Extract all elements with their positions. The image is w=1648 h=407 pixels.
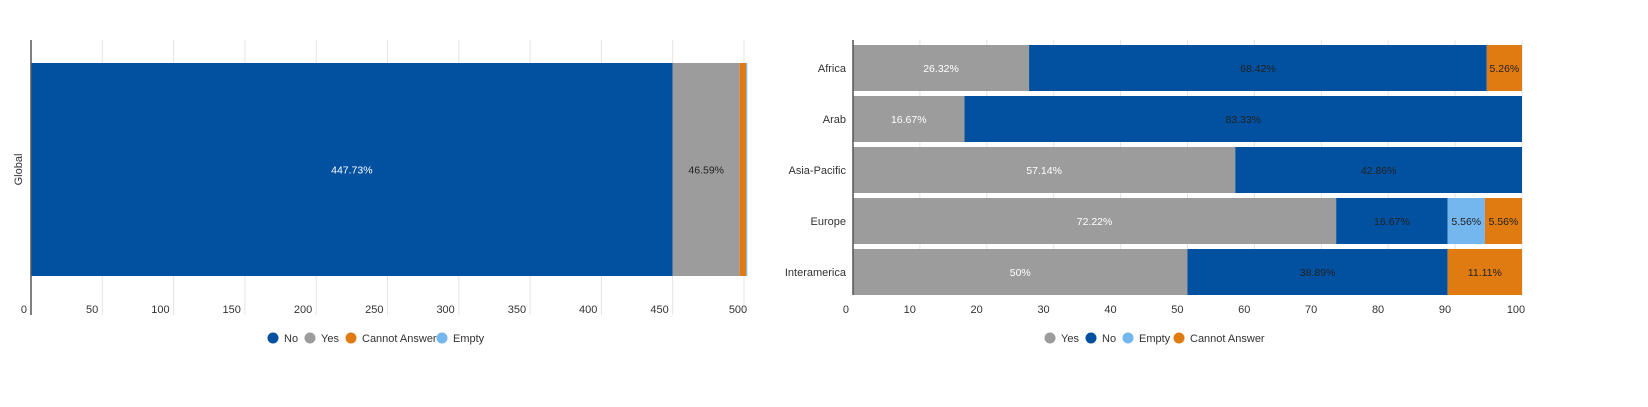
- legend[interactable]: No Yes Cannot Answer Empty: [267, 332, 485, 346]
- category-label: Africa: [818, 63, 847, 75]
- x-tick-label: 0: [21, 304, 27, 316]
- category-label: Interamerica: [785, 267, 847, 279]
- legend-label-cannot-answer[interactable]: Cannot Answer: [362, 333, 437, 345]
- data-label: 5.56%: [1489, 216, 1519, 228]
- bar-asia-pacific-yes: [853, 147, 1236, 193]
- legend-swatch-empty: [436, 332, 448, 344]
- bar-africa-no: [1029, 45, 1487, 91]
- data-label: 16.67%: [1374, 216, 1410, 228]
- category-label: Europe: [811, 216, 846, 228]
- bar-europe-no: [1336, 198, 1448, 244]
- x-tick-label: 0: [843, 304, 849, 316]
- legend-swatch-yes: [304, 332, 316, 344]
- legend-label-cannot-answer[interactable]: Cannot Answer: [1190, 333, 1265, 345]
- legend-label-empty[interactable]: Empty: [1139, 333, 1171, 345]
- x-tick-label: 40: [1104, 304, 1116, 316]
- category-label: Global: [13, 154, 25, 186]
- x-tick-label: 500: [729, 304, 747, 316]
- x-tick-label: 90: [1439, 304, 1451, 316]
- bar-africa-yes: [853, 45, 1030, 91]
- legend-swatch-no: [1085, 332, 1097, 344]
- data-label: 11.11%: [1468, 267, 1502, 279]
- x-tick-label: 80: [1372, 304, 1384, 316]
- x-tick-label: 50: [86, 304, 98, 316]
- x-tick-label: 60: [1238, 304, 1250, 316]
- data-label: 5.56%: [1451, 216, 1481, 228]
- data-label: 447.73%: [331, 165, 372, 177]
- data-label: 50%: [1010, 267, 1031, 279]
- x-tick-label: 50: [1171, 304, 1183, 316]
- data-label: 68.42%: [1240, 63, 1276, 75]
- x-tick-label: 20: [971, 304, 983, 316]
- bar-arab-yes: [853, 96, 965, 142]
- x-tick-label: 350: [508, 304, 526, 316]
- bar-africa-cannot-answer: [1486, 45, 1522, 91]
- bar-interamerica-cannot-answer: [1447, 249, 1522, 295]
- x-tick-label: 30: [1037, 304, 1049, 316]
- bar-interamerica-yes: [853, 249, 1188, 295]
- legend-label-yes[interactable]: Yes: [1061, 333, 1079, 345]
- data-label: 16.67%: [891, 114, 927, 126]
- bar-interamerica-no: [1187, 249, 1448, 295]
- legend-swatch-no: [267, 332, 279, 344]
- legend-label-yes[interactable]: Yes: [321, 333, 339, 345]
- category-label: Asia-Pacific: [789, 165, 847, 177]
- x-tick-label: 400: [579, 304, 597, 316]
- bar-global-cannot-answer: [739, 63, 747, 276]
- x-tick-label: 250: [365, 304, 383, 316]
- category-label: Arab: [823, 114, 846, 126]
- x-tick-label: 100: [151, 304, 169, 316]
- data-label: 5.26%: [1490, 63, 1520, 75]
- data-label: 72.22%: [1077, 216, 1113, 228]
- bar-asia-pacific-no: [1235, 147, 1522, 193]
- data-label: 57.14%: [1026, 165, 1062, 177]
- bar-global-yes: [672, 63, 740, 276]
- bar-arab-no: [964, 96, 1522, 142]
- bar-global-empty: [746, 63, 748, 276]
- bar-europe-cannot-answer: [1484, 198, 1523, 244]
- legend-label-empty[interactable]: Empty: [453, 333, 485, 345]
- legend-swatch-yes: [1044, 332, 1056, 344]
- data-label: 42.86%: [1361, 165, 1397, 177]
- bar-europe-empty: [1447, 198, 1485, 244]
- x-tick-label: 70: [1305, 304, 1317, 316]
- legend-swatch-cannot-answer: [1173, 332, 1185, 344]
- data-label: 46.59%: [688, 165, 724, 177]
- x-tick-label: 10: [904, 304, 916, 316]
- data-label: 26.32%: [923, 63, 959, 75]
- regional-stacked-bar-chart: 0 10 20 30 40 50 60 70 80 90 100 26.32% 68.42% 5.26% A…: [785, 40, 1525, 345]
- x-tick-label: 200: [294, 304, 312, 316]
- legend[interactable]: Yes No Empty Cannot Answer: [1044, 332, 1265, 346]
- x-tick-label: 150: [223, 304, 241, 316]
- x-tick-label: 100: [1507, 304, 1525, 316]
- data-label: 38.89%: [1300, 267, 1336, 279]
- x-tick-label: 300: [436, 304, 454, 316]
- legend-swatch-empty: [1122, 332, 1134, 344]
- bar-europe-yes: [853, 198, 1337, 244]
- legend-label-no[interactable]: No: [284, 333, 298, 345]
- bar-global-no: [31, 63, 673, 276]
- data-label: 83.33%: [1225, 114, 1261, 126]
- global-stacked-bar-chart: 0 50 100 150 200 250 300 350 400 450 500 447.73% 46.…: [13, 40, 748, 346]
- x-tick-label: 450: [650, 304, 668, 316]
- legend-swatch-cannot-answer: [345, 332, 357, 344]
- legend-label-no[interactable]: No: [1102, 333, 1116, 345]
